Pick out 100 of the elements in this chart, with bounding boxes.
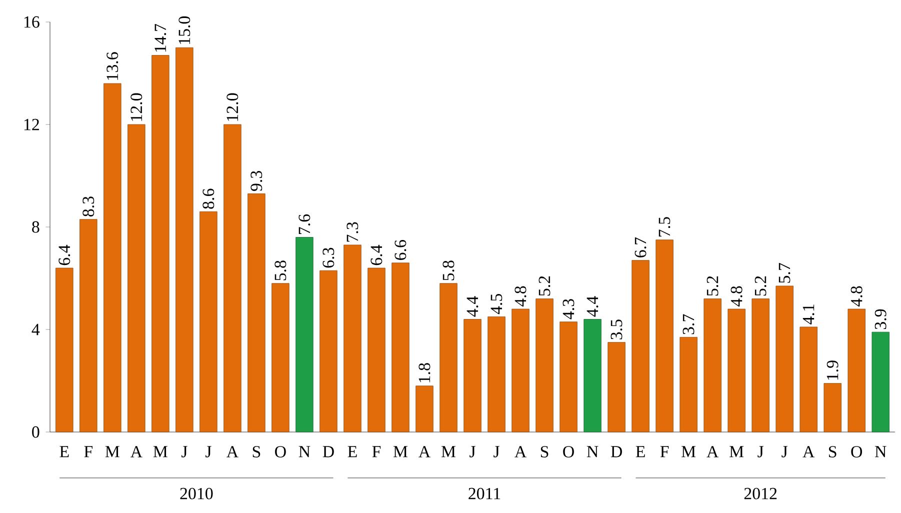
bar bbox=[656, 240, 674, 432]
y-tick-label: 12 bbox=[24, 118, 39, 130]
data-label: 12.0 bbox=[130, 93, 142, 121]
x-tick-label: O bbox=[275, 446, 286, 458]
bar bbox=[584, 319, 602, 432]
x-tick-label: N bbox=[586, 446, 598, 458]
text: 2012 bbox=[744, 488, 777, 500]
text: 2011 bbox=[468, 488, 500, 500]
bar bbox=[632, 260, 650, 432]
y-tick-label: 4 bbox=[32, 324, 40, 336]
data-label: 5.2 bbox=[538, 276, 550, 296]
x-tick-label: S bbox=[252, 446, 260, 458]
data-label: 6.4 bbox=[58, 244, 70, 266]
data-label: 1.8 bbox=[418, 363, 430, 382]
bar bbox=[296, 237, 314, 432]
x-tick-label: A bbox=[802, 446, 815, 458]
bar bbox=[152, 55, 170, 432]
x-tick-label: M bbox=[153, 446, 168, 458]
data-label: 3.5 bbox=[610, 320, 622, 340]
bar bbox=[416, 386, 434, 432]
x-tick-label: J bbox=[206, 446, 212, 458]
data-label: 3.9 bbox=[874, 309, 886, 330]
x-tick-label: E bbox=[60, 446, 69, 458]
x-tick-label: A bbox=[130, 446, 142, 458]
bar bbox=[536, 298, 554, 432]
data-label: 4.8 bbox=[514, 286, 526, 306]
data-label: 6.6 bbox=[394, 240, 406, 260]
data-label: 8.3 bbox=[82, 196, 94, 216]
bar bbox=[80, 219, 98, 432]
bar bbox=[368, 268, 386, 432]
text: 2010 bbox=[180, 488, 213, 500]
x-tick-label: J bbox=[181, 446, 188, 458]
data-label: 12.0 bbox=[226, 93, 238, 121]
data-label: 5.7 bbox=[778, 263, 790, 283]
data-label: 5.8 bbox=[442, 260, 454, 280]
bar bbox=[800, 326, 818, 432]
x-tick-label: D bbox=[610, 446, 622, 458]
x-tick-label: S bbox=[540, 446, 548, 458]
x-tick-label: A bbox=[418, 446, 430, 458]
bar bbox=[464, 319, 482, 432]
bar bbox=[728, 308, 746, 432]
bar bbox=[848, 308, 866, 432]
x-tick-label: E bbox=[348, 446, 357, 458]
x-tick-label: N bbox=[874, 446, 886, 458]
data-label: 15.0 bbox=[178, 16, 190, 44]
data-label: 4.1 bbox=[802, 304, 814, 324]
x-tick-label: N bbox=[298, 446, 310, 458]
x-tick-label: A bbox=[514, 446, 527, 458]
x-tick-label: M bbox=[105, 446, 120, 458]
x-tick-label: J bbox=[758, 446, 764, 458]
bar bbox=[512, 308, 530, 432]
x-tick-label: A bbox=[226, 446, 238, 458]
data-label: 3.7 bbox=[682, 314, 694, 334]
y-tick-label: 8 bbox=[32, 221, 40, 233]
bar bbox=[560, 322, 578, 432]
bar bbox=[440, 283, 458, 432]
bar bbox=[176, 47, 194, 432]
bar bbox=[752, 298, 770, 432]
data-label: 4.4 bbox=[466, 296, 478, 317]
data-label: 7.6 bbox=[298, 214, 310, 234]
bar bbox=[272, 283, 290, 432]
data-label: 8.6 bbox=[202, 188, 214, 209]
data-label: 13.6 bbox=[106, 52, 118, 80]
x-tick-label: D bbox=[322, 446, 334, 458]
bar bbox=[872, 332, 890, 432]
x-tick-label: M bbox=[730, 446, 744, 458]
data-label: 5.2 bbox=[706, 276, 718, 296]
data-label: 4.8 bbox=[730, 286, 742, 306]
bar bbox=[224, 124, 242, 432]
data-label: 6.3 bbox=[322, 248, 334, 268]
bar bbox=[56, 268, 74, 432]
bar bbox=[128, 124, 146, 432]
data-label: 7.3 bbox=[346, 222, 358, 242]
bar bbox=[320, 270, 338, 432]
bar bbox=[488, 316, 506, 432]
x-tick-label: S bbox=[829, 446, 836, 458]
data-label: 6.4 bbox=[370, 244, 382, 266]
data-label: 4.4 bbox=[586, 296, 598, 317]
x-tick-label: F bbox=[372, 446, 381, 458]
x-tick-label: M bbox=[393, 446, 408, 458]
x-tick-label: M bbox=[682, 446, 696, 458]
y-tick-label: 16 bbox=[24, 16, 40, 28]
data-label: 14.7 bbox=[154, 24, 166, 52]
x-tick-label: O bbox=[851, 446, 862, 458]
bar bbox=[344, 244, 362, 432]
x-tick-label: J bbox=[494, 446, 500, 458]
x-tick-label: J bbox=[782, 446, 788, 458]
bar bbox=[824, 383, 842, 432]
data-label: 4.3 bbox=[562, 299, 574, 320]
data-label: 4.8 bbox=[850, 286, 862, 306]
x-tick-label: F bbox=[84, 446, 93, 458]
data-label: 6.7 bbox=[634, 237, 646, 258]
data-label: 5.2 bbox=[754, 276, 766, 296]
x-tick-label: A bbox=[706, 446, 719, 458]
bar bbox=[248, 193, 266, 432]
bar bbox=[392, 262, 410, 432]
data-label: 9.3 bbox=[250, 170, 262, 191]
bar bbox=[704, 298, 722, 432]
bar bbox=[608, 342, 626, 432]
bar bbox=[776, 286, 794, 432]
